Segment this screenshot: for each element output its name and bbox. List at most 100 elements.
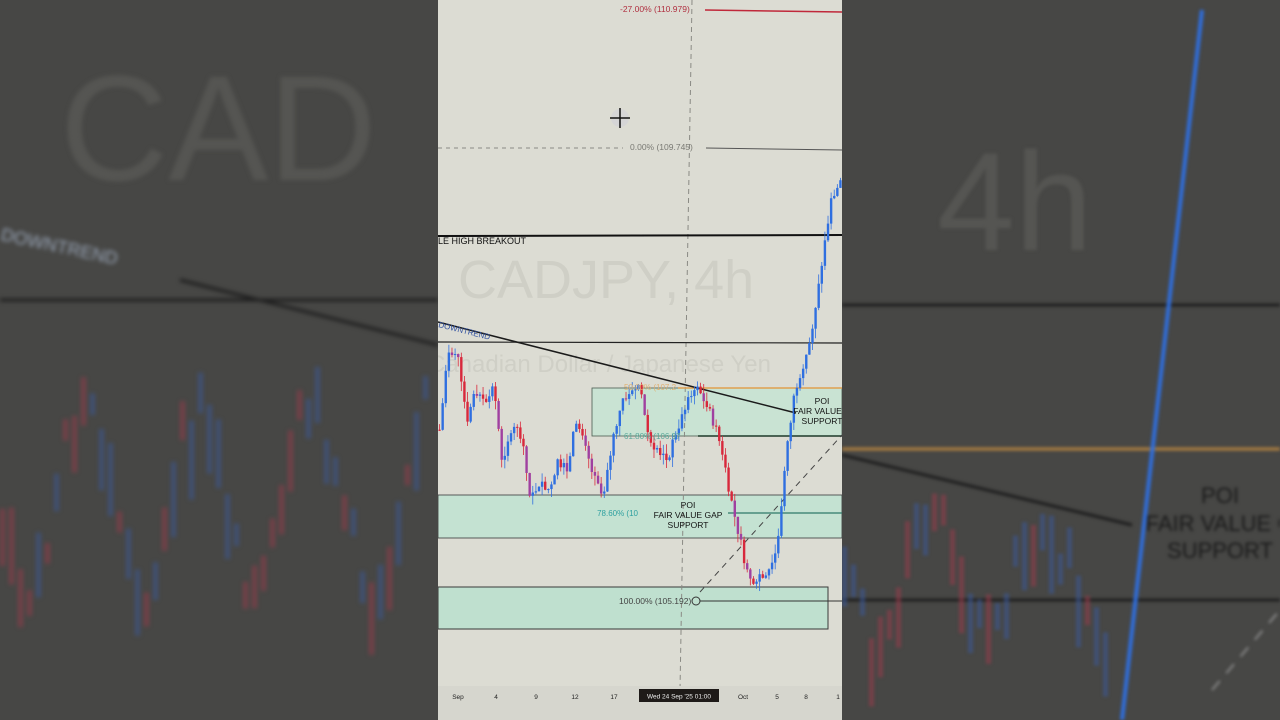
time-axis-label: Sep xyxy=(452,694,464,701)
candle-body xyxy=(721,441,724,455)
svg-text:POI: POI xyxy=(815,396,830,406)
blurred-candle xyxy=(360,571,365,604)
blurred-candle xyxy=(288,430,293,492)
candle-body xyxy=(599,483,603,494)
fib-label-786: 78.60% (10 xyxy=(597,509,638,518)
blurred-candle xyxy=(261,555,266,591)
blurred-candle xyxy=(243,581,248,609)
candle-body xyxy=(509,433,513,442)
fib-line-neg27 xyxy=(704,9,842,13)
candle-body xyxy=(696,386,699,391)
candle-body xyxy=(606,469,609,492)
candle-body xyxy=(453,354,457,356)
candle-body xyxy=(500,428,503,460)
candle-body xyxy=(739,533,743,540)
blurred-candle xyxy=(234,523,239,547)
blurred-candle xyxy=(333,457,338,486)
blurred-candle xyxy=(1022,522,1027,591)
svg-text:SUPPORT: SUPPORT xyxy=(1167,538,1273,563)
blurred-candle xyxy=(225,494,230,559)
candle-body xyxy=(659,447,662,456)
blurred-candle xyxy=(72,415,77,473)
blurred-candle xyxy=(90,393,95,416)
blurred-candle xyxy=(396,501,401,566)
crosshair-time-label: Wed 24 Sep '25 01:00 xyxy=(647,694,711,701)
candle-body xyxy=(770,562,774,570)
candle-body xyxy=(624,398,628,400)
blurred-candle xyxy=(189,420,194,500)
candle-body xyxy=(494,386,497,402)
blurred-candle xyxy=(1085,595,1090,626)
candle-body xyxy=(469,406,472,422)
candle-body xyxy=(746,563,749,570)
blurred-candle xyxy=(977,599,982,629)
fib-trend-dashed-line[interactable] xyxy=(699,434,842,593)
blurred-candle xyxy=(126,528,131,579)
candle-body xyxy=(590,458,594,472)
blurred-candle xyxy=(162,507,167,551)
time-axis-label: 8 xyxy=(804,694,808,701)
candle-body xyxy=(690,396,693,398)
candle-body xyxy=(693,390,696,397)
blurred-candle xyxy=(207,404,212,474)
blurred-candle xyxy=(1040,513,1045,551)
time-axis-label: 5 xyxy=(775,694,779,701)
candle-body xyxy=(472,393,475,407)
blurred-candle xyxy=(144,592,149,627)
blurred-candle xyxy=(117,511,122,533)
blurred-candle xyxy=(896,587,901,648)
svg-text:FAIR VALUE G: FAIR VALUE G xyxy=(1146,511,1280,536)
candle-body xyxy=(733,500,736,517)
candle-body xyxy=(525,446,528,473)
candle-body xyxy=(618,410,621,427)
downtrend-line[interactable] xyxy=(438,321,797,414)
blurred-candle xyxy=(1094,607,1099,666)
high-breakout-line[interactable] xyxy=(438,234,842,237)
candle-body xyxy=(829,198,833,224)
candle-body xyxy=(568,456,572,472)
candle-body xyxy=(711,408,715,426)
candle-body xyxy=(786,441,789,471)
candle-body xyxy=(817,283,820,308)
chart-panel[interactable]: CADJPY, 4h Canadian Dollar / Japanese Ye… xyxy=(438,0,842,720)
blurred-candle xyxy=(905,521,910,579)
candle-body xyxy=(593,471,597,476)
candle-body xyxy=(643,394,646,415)
blurred-candle xyxy=(941,494,946,526)
poi-label-top: POI FAIR VALUE G SUPPORT xyxy=(793,396,842,426)
candle-body xyxy=(460,357,463,382)
candle-body xyxy=(559,459,562,468)
candle-body xyxy=(497,401,500,429)
candle-body xyxy=(727,467,730,492)
blurred-candle xyxy=(0,508,5,567)
support-zone-bottom[interactable] xyxy=(438,586,829,630)
svg-text:POI: POI xyxy=(1201,483,1239,508)
blurred-candle xyxy=(108,443,113,517)
candle-body xyxy=(516,426,519,428)
candle-body xyxy=(671,439,674,458)
candle-body xyxy=(836,187,839,196)
candle-body xyxy=(587,445,590,459)
crosshair-cursor-icon xyxy=(610,108,630,128)
candle-body xyxy=(447,352,451,371)
poi-label-middle: POI FAIR VALUE GAP SUPPORT xyxy=(654,500,723,530)
time-axis-label: 1 xyxy=(836,694,840,701)
time-axis-label: 12 xyxy=(571,694,579,701)
poi-zone-top[interactable] xyxy=(591,387,842,437)
blurred-candle xyxy=(18,569,23,628)
candle-body xyxy=(780,506,783,536)
candle-body xyxy=(801,368,805,379)
candle-body xyxy=(565,462,569,472)
fib-anchor-handle[interactable] xyxy=(691,596,701,606)
candle-body xyxy=(503,455,507,460)
candlestick-series xyxy=(438,177,842,592)
candle-body xyxy=(702,393,705,402)
blurred-candle xyxy=(405,464,410,486)
blurred-candle xyxy=(54,473,59,512)
candle-body xyxy=(596,475,600,484)
horizontal-level-line[interactable] xyxy=(438,341,842,344)
candle-body xyxy=(537,486,541,492)
blurred-candle xyxy=(995,603,1000,630)
fvg-zone-middle[interactable] xyxy=(438,494,842,539)
candle-body xyxy=(646,414,649,433)
